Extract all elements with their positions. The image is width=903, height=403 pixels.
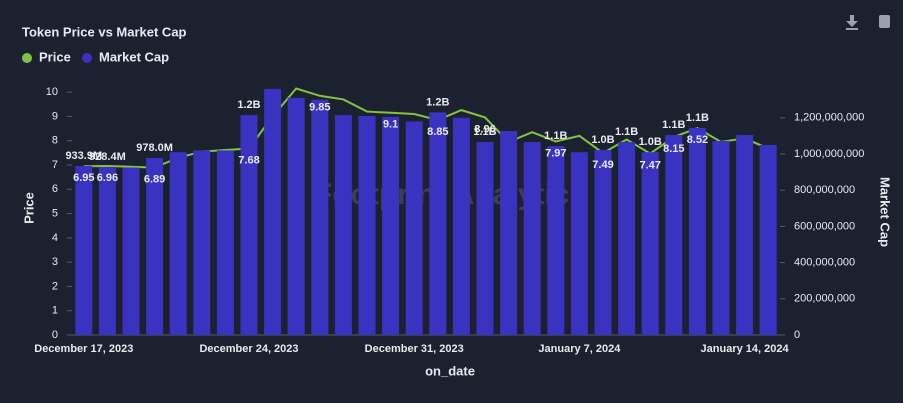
y2-tick-label: 1,000,000,000 (794, 148, 864, 160)
icon-part (846, 28, 858, 30)
data-label: 7.97 (545, 147, 566, 159)
chart-title: Token Price vs Market Cap (22, 24, 187, 39)
bar (618, 142, 636, 335)
data-label: 6.96 (97, 172, 118, 184)
data-label: 1.1B (662, 119, 685, 131)
bar (193, 150, 211, 335)
bar (547, 146, 565, 335)
data-label: 1.1B (473, 126, 496, 138)
bar (641, 152, 659, 335)
y2-tick-label: 600,000,000 (794, 220, 855, 232)
bar (287, 97, 305, 335)
legend-label[interactable]: Price (39, 49, 71, 64)
download-icon[interactable] (846, 15, 858, 30)
bar (146, 158, 164, 335)
x-axis-title: on_date (425, 363, 475, 378)
icon-part (846, 21, 858, 27)
bar (452, 117, 470, 335)
bar (405, 121, 423, 335)
y-axis-title: Price (21, 192, 36, 224)
y-tick-label: 4 (52, 232, 58, 244)
data-label: 1.0B (591, 134, 614, 146)
data-label: 1.1B (544, 130, 567, 142)
data-label: 928.4M (89, 151, 126, 163)
data-label: 9.1 (383, 119, 398, 131)
y2-axis-title: Market Cap (878, 177, 893, 247)
legend-label[interactable]: Market Cap (99, 49, 169, 64)
watermark: Footprint Analytics (314, 178, 586, 211)
bar (688, 127, 706, 335)
data-label: 9.85 (309, 102, 330, 114)
bar (570, 152, 588, 335)
bar (75, 165, 93, 335)
x-tick-label: December 17, 2023 (34, 343, 133, 355)
data-label: 1.0B (639, 136, 662, 148)
y-tick-label: 8 (52, 135, 58, 147)
bar (122, 167, 140, 335)
api-icon[interactable] (879, 15, 890, 28)
bar (311, 99, 329, 336)
data-label: 8.85 (427, 126, 448, 138)
bar (169, 152, 187, 335)
bar (264, 88, 282, 336)
y2-tick-label: 400,000,000 (794, 257, 855, 269)
data-label: 1.2B (237, 99, 260, 111)
bar (476, 142, 494, 335)
bar (500, 131, 518, 335)
icon-part (850, 15, 854, 22)
bar (240, 115, 258, 335)
x-tick-label: December 31, 2023 (365, 343, 464, 355)
x-tick-label: January 7, 2024 (538, 343, 621, 355)
bar (712, 140, 730, 335)
data-label: 8.96 (474, 123, 495, 135)
data-label: 7.68 (238, 154, 259, 166)
bar (523, 142, 541, 335)
bar (334, 115, 352, 335)
bar (429, 112, 447, 335)
y-tick-label: 3 (52, 256, 58, 268)
bar (665, 135, 683, 335)
bar (358, 116, 376, 335)
y-tick-label: 6 (52, 183, 58, 195)
bar (216, 150, 234, 335)
y-tick-label: 5 (52, 207, 58, 219)
legend-swatch (82, 53, 92, 63)
bar (759, 144, 777, 335)
x-tick-label: December 24, 2023 (199, 343, 298, 355)
y-tick-label: 0 (52, 329, 58, 341)
data-label: 1.1B (615, 126, 638, 138)
y2-tick-label: 800,000,000 (794, 184, 855, 196)
y2-tick-label: 0 (794, 329, 800, 341)
bar (382, 116, 400, 335)
bar (98, 166, 116, 335)
y2-tick-label: 1,200,000,000 (794, 112, 864, 124)
data-label: 6.95 (73, 172, 94, 184)
bar (594, 150, 612, 335)
x-tick-label: January 14, 2024 (701, 343, 790, 355)
data-label: 1.1B (686, 112, 709, 124)
y2-tick-label: 200,000,000 (794, 293, 855, 305)
y-tick-label: 10 (46, 86, 58, 98)
bar (736, 135, 754, 335)
data-label: 8.52 (687, 134, 708, 146)
data-label: 7.47 (639, 159, 660, 171)
data-label: 933.9M (65, 150, 102, 162)
y-tick-label: 7 (52, 159, 58, 171)
data-label: 8.15 (663, 143, 684, 155)
data-label: 1.2B (426, 96, 449, 108)
data-label: 978.0M (136, 142, 173, 154)
data-label: 7.49 (592, 159, 613, 171)
y-tick-label: 9 (52, 110, 58, 122)
y-tick-label: 2 (52, 280, 58, 292)
data-label: 6.89 (144, 174, 165, 186)
y-tick-label: 1 (52, 305, 58, 317)
legend-swatch (22, 53, 32, 63)
